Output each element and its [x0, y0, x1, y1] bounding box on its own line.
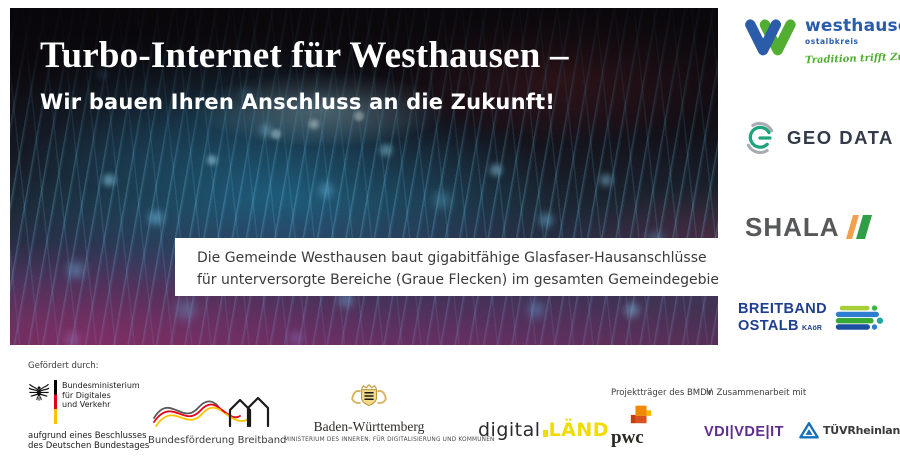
bundesfoerderung-breitband-logo: Bundesförderung Breitband: [148, 386, 287, 446]
waves-houses-icon: [153, 396, 270, 428]
funded-by-caption: Gefördert durch:: [28, 361, 99, 371]
pwc-blocks-icon: [630, 405, 652, 424]
black-red-gold-stripe: [54, 380, 57, 424]
poster-title: Turbo-Internet für Westhausen –: [40, 35, 569, 76]
geodata-logo: GEO DATA: [742, 120, 894, 156]
geodata-g-icon: [746, 122, 774, 154]
breitband-ostalb-logo: BREITBAND OSTALB KAöR: [738, 300, 889, 336]
info-box: Die Gemeinde Westhausen baut gigabitfähi…: [175, 238, 718, 296]
westhausen-district: ostalbkreis: [805, 37, 859, 46]
kaoer-suffix: KAöR: [801, 325, 823, 332]
bfb-label: Bundesförderung Breitband: [148, 435, 287, 446]
yellow-dot-icon: [542, 430, 548, 437]
pwc-wordmark: pwc: [611, 427, 644, 448]
bundestag-resolution-note: aufgrund eines Beschlusses des Deutschen…: [28, 431, 149, 451]
resolution-line-1: aufgrund eines Beschlusses: [28, 431, 147, 441]
collaboration-caption: in Zusammenarbeit mit: [706, 388, 807, 398]
geodata-label: GEO DATA: [787, 127, 894, 148]
bmdv-line-2: für Digitales: [62, 390, 111, 400]
vdi-vde-it-logo: VDI|VDE|IT: [704, 424, 784, 440]
fiber-cable-icon: [835, 305, 884, 330]
breitband-word: BREITBAND: [738, 300, 827, 317]
westhausen-w-icon: [745, 19, 796, 56]
bmdv-logo: Bundesministerium für Digitales und Verk…: [28, 380, 140, 424]
info-line-2: für unterversorgte Bereiche (Graue Fleck…: [197, 272, 718, 289]
shala-slash-icon: [845, 215, 872, 239]
westhausen-wordmark: westhausen ostalbkreis Tradition trifft …: [804, 16, 900, 67]
bw-name: Baden-Württemberg: [313, 419, 425, 434]
westhausen-name: westhausen: [805, 16, 900, 36]
tuev-wordmark: TÜVRheinland®: [823, 424, 900, 437]
shala-label: SHALA: [745, 212, 840, 242]
ostalb-word: OSTALB: [738, 318, 799, 334]
westhausen-logo: westhausen ostalbkreis Tradition trifft …: [743, 12, 900, 76]
fiber-optic-hero-image: Turbo-Internet für Westhausen – Wir baue…: [10, 8, 718, 345]
laend-word: LÄND: [548, 419, 610, 441]
breitband-ostalb-wordmark: BREITBAND OSTALB KAöR: [738, 301, 827, 336]
pwc-logo: pwc: [611, 402, 655, 447]
bmdv-line-3: und Verkehr: [62, 400, 111, 409]
baden-wuerttemberg-logo: Baden-Württemberg MINISTERIUM DES INNERE…: [284, 384, 495, 443]
bmdv-line-1: Bundesministerium: [62, 381, 140, 390]
tuev-triangle-icon: [799, 422, 819, 439]
digital-word: digital: [478, 419, 541, 441]
headline-block: Turbo-Internet für Westhausen – Wir baue…: [40, 34, 569, 114]
bmdv-wordmark: Bundesministerium für Digitales und Verk…: [62, 380, 140, 410]
bw-ministry-line: MINISTERIUM DES INNEREN, FÜR DIGITALISIE…: [284, 437, 495, 443]
federal-eagle-icon: [28, 383, 50, 401]
westhausen-slogan: Tradition trifft Zukunft: [804, 50, 900, 67]
info-line-1: Die Gemeinde Westhausen baut gigabitfähi…: [197, 250, 707, 266]
bw-coat-of-arms-icon: [351, 384, 387, 407]
shala-logo: SHALA: [745, 214, 876, 240]
resolution-line-2: des Deutschen Bundestages: [28, 441, 150, 451]
tuev-rheinland-logo: TÜVRheinland®: [799, 421, 900, 440]
poster-subtitle: Wir bauen Ihren Anschluss an die Zukunft…: [40, 90, 556, 114]
digitalland-logo: digital LÄND: [478, 421, 609, 440]
project-sponsor-caption: Projektträger des BMDV: [611, 388, 713, 398]
